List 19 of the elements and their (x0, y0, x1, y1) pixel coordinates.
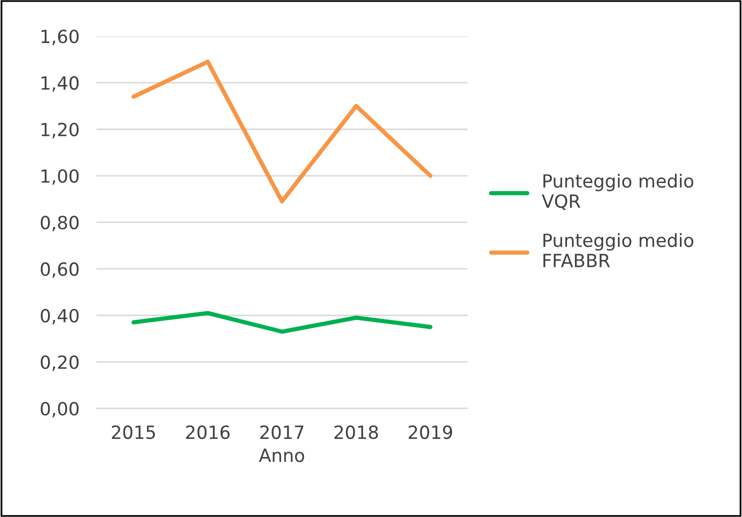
y-tick-label: 1,20 (42, 122, 79, 138)
x-tick-label: 2017 (260, 425, 304, 440)
y-tick-label: 1,00 (42, 169, 79, 185)
y-tick-label: 0,20 (40, 355, 79, 371)
x-tick-label: 2016 (186, 425, 230, 440)
legend-label: Punteggio medio VQR (542, 174, 694, 210)
x-tick-label: 2015 (112, 425, 155, 440)
y-tick-label: 1,40 (42, 76, 79, 92)
y-tick-label: 0,00 (40, 402, 79, 418)
line-series (131, 310, 432, 334)
y-tick-label: 0,40 (40, 308, 79, 324)
legend-label: Punteggio medio FFABBR (543, 233, 694, 268)
x-axis-title: Anno (258, 448, 304, 462)
line-series (131, 60, 432, 204)
y-tick-label: 1,60 (42, 30, 79, 46)
x-tick-label: 2018 (334, 425, 378, 440)
y-tick-label: 0,60 (40, 262, 79, 278)
y-tick-label: 0,80 (40, 216, 79, 232)
x-tick-label: 2019 (408, 425, 452, 440)
